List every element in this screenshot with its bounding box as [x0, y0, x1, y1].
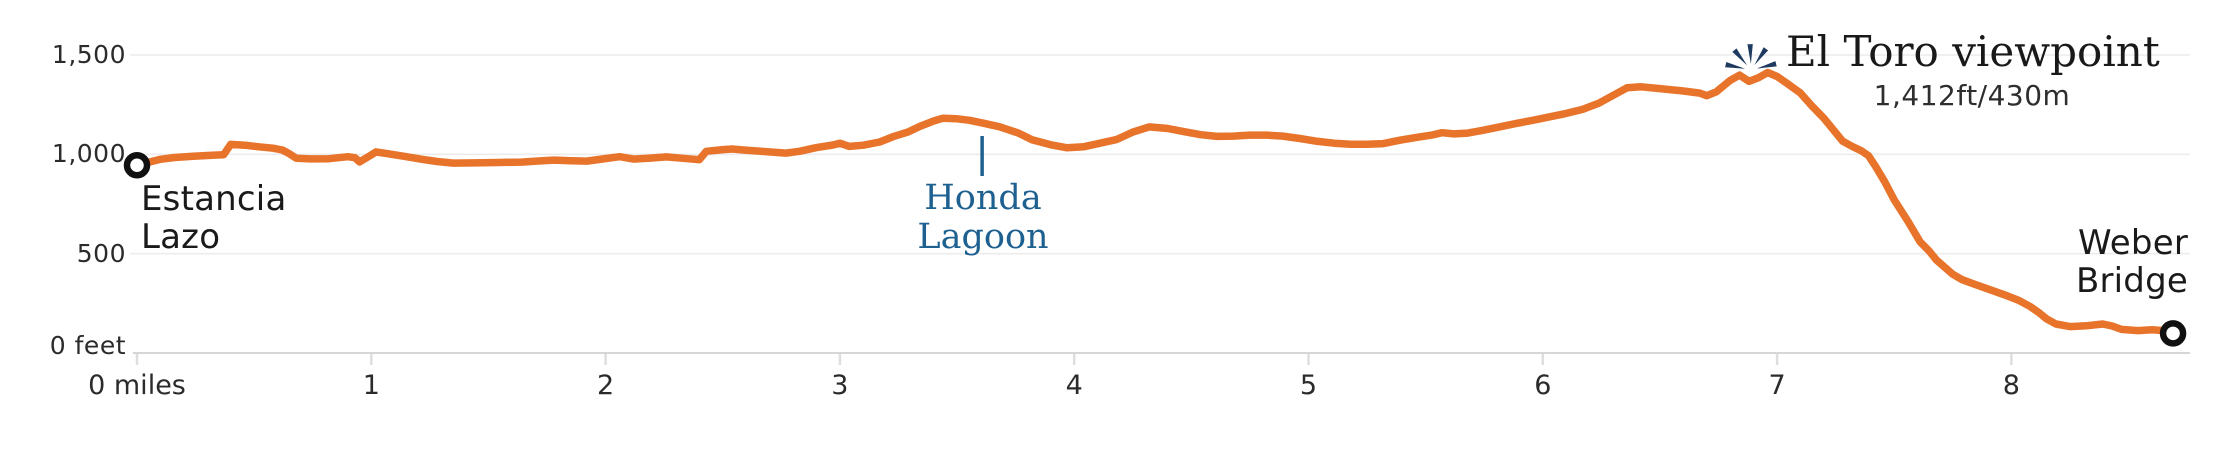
x-axis-label: 1 [362, 370, 380, 401]
end-label-line1: Weber [2077, 223, 2188, 263]
lagoon-label-line1: Honda [924, 178, 1042, 218]
x-axis-label: 3 [831, 370, 849, 401]
end-label-line2: Bridge [2075, 261, 2188, 301]
x-axis-label: 6 [1534, 370, 1552, 401]
x-axis-label: 0 miles [88, 370, 186, 401]
summit-elevation: 1,412ft/430m [1873, 79, 2071, 112]
summit-annotation: El Toro viewpoint 1,412ft/430m [1786, 27, 2160, 112]
lagoon-annotation: Honda Lagoon [873, 179, 1093, 257]
summit-title: El Toro viewpoint [1786, 27, 2160, 76]
start-point-label: Estancia Lazo [141, 180, 287, 256]
lagoon-label-line2: Lagoon [917, 217, 1049, 257]
y-axis-label: 1,000 [51, 139, 126, 169]
x-axis-label: 7 [1768, 370, 1786, 401]
start-label-line1: Estancia [141, 179, 287, 219]
x-axis-label: 4 [1065, 370, 1083, 401]
start-marker [123, 152, 151, 179]
x-axis-label: 5 [1299, 370, 1318, 401]
y-axis-label: 500 [76, 238, 126, 268]
x-axis-label: 8 [2002, 370, 2020, 401]
start-label-line2: Lazo [141, 217, 221, 257]
x-axis-label: 2 [597, 370, 615, 401]
y-axis-label: 1,500 [51, 39, 126, 69]
end-marker [2159, 320, 2187, 347]
viewpoint-rays-icon [1725, 44, 1777, 69]
end-point-label: Weber Bridge [2076, 224, 2188, 300]
elevation-line [133, 68, 2177, 338]
y-axis-label: 0 feet [49, 331, 126, 360]
